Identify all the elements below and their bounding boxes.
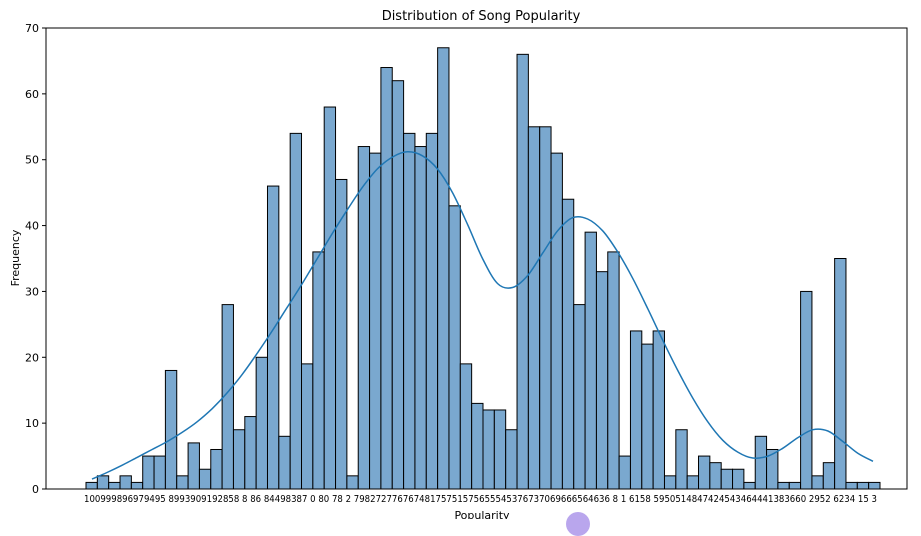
histogram-bar xyxy=(663,475,677,490)
histogram-bar xyxy=(278,435,291,490)
histogram-bar xyxy=(425,132,439,490)
histogram-bar xyxy=(675,429,688,490)
histogram-bar xyxy=(868,481,881,490)
histogram-bar xyxy=(437,47,450,490)
histogram-bar xyxy=(527,126,541,490)
histogram-bar xyxy=(108,481,121,490)
histogram-bar xyxy=(119,475,132,490)
histogram-bar xyxy=(788,481,802,490)
histogram-bar xyxy=(698,455,711,490)
histogram-bar xyxy=(800,290,813,490)
histogram-bar xyxy=(346,475,359,490)
histogram-bar xyxy=(459,363,473,490)
histogram-bar xyxy=(96,475,110,490)
histogram-bar xyxy=(210,448,223,490)
histogram-bar xyxy=(754,435,768,490)
y-tick-label: 20 xyxy=(25,351,39,364)
histogram-bar xyxy=(743,481,756,490)
histogram-bar xyxy=(153,455,166,490)
histogram-bar xyxy=(584,231,597,490)
histogram-bar xyxy=(686,475,700,490)
histogram-bar xyxy=(539,126,552,490)
histogram-bar xyxy=(380,67,393,490)
histogram-bar xyxy=(720,468,734,490)
histogram-bar xyxy=(357,146,371,490)
histogram-bar xyxy=(244,416,257,490)
histogram-bar xyxy=(629,330,643,490)
histogram-bar xyxy=(323,106,337,490)
histogram-bar xyxy=(414,146,427,490)
histogram-bar xyxy=(845,481,858,490)
histogram-bar xyxy=(266,185,280,490)
histogram-bar xyxy=(516,53,529,490)
chart-title: Distribution of Song Popularity xyxy=(382,9,581,24)
kde-curve xyxy=(91,151,874,480)
histogram-bar xyxy=(618,455,631,490)
histogram-bar xyxy=(811,475,824,490)
histogram-bar xyxy=(85,481,98,490)
histogram-bar xyxy=(369,152,382,490)
x-tick-labels: 100999896979495 8993909192858 8 86 84498… xyxy=(84,494,877,505)
histogram-bar xyxy=(595,271,609,490)
histogram-bar xyxy=(732,468,745,490)
y-tick-label: 60 xyxy=(25,88,39,101)
histogram-bar xyxy=(482,409,495,490)
histogram-bar xyxy=(493,409,507,490)
histogram-bar xyxy=(198,468,212,490)
histogram-bar xyxy=(232,429,246,490)
histogram-bar xyxy=(607,251,620,490)
y-tick-label: 30 xyxy=(25,285,39,298)
plot-frame xyxy=(45,27,908,490)
x-axis-label: Popularity xyxy=(454,509,510,519)
histogram-bar xyxy=(550,152,563,490)
histogram-bar xyxy=(289,132,303,490)
histogram-bar xyxy=(255,356,268,490)
histogram-bar xyxy=(187,442,200,490)
histogram-bar xyxy=(709,462,722,490)
histogram-bar xyxy=(301,363,314,490)
histogram-bar xyxy=(777,481,790,490)
histogram-bar xyxy=(834,258,847,490)
y-tick-label: 10 xyxy=(25,417,39,430)
histogram-bar xyxy=(130,481,144,490)
y-tick-label: 0 xyxy=(32,483,39,496)
histogram-chart: Distribution of Song Popularity Frequenc… xyxy=(9,9,908,522)
histogram-bar xyxy=(561,198,575,490)
histogram-bar xyxy=(573,304,586,490)
histogram-bar xyxy=(164,369,178,490)
y-tick-label: 40 xyxy=(25,220,39,233)
histogram-bar xyxy=(176,475,189,490)
y-tick-label: 70 xyxy=(25,22,39,35)
histogram-bar xyxy=(856,481,870,490)
histogram-bar xyxy=(403,132,416,490)
histogram-bar xyxy=(652,330,665,490)
bars-group xyxy=(85,47,881,490)
histogram-bar xyxy=(312,251,325,490)
histogram-bar xyxy=(641,343,654,490)
histogram-bar xyxy=(822,462,836,490)
histogram-bar xyxy=(142,455,155,490)
histogram-bar xyxy=(505,429,518,490)
histogram-bar xyxy=(391,80,405,490)
histogram-bar xyxy=(448,205,461,490)
y-axis-label: Frequency xyxy=(9,229,22,286)
histogram-bar xyxy=(471,402,484,490)
y-axis: 0 10 20 30 40 50 60 70 xyxy=(25,22,46,496)
y-tick-label: 50 xyxy=(25,154,39,167)
chart-root: Distribution of Song Popularity Frequenc… xyxy=(9,9,908,536)
cursor-indicator xyxy=(566,512,590,536)
